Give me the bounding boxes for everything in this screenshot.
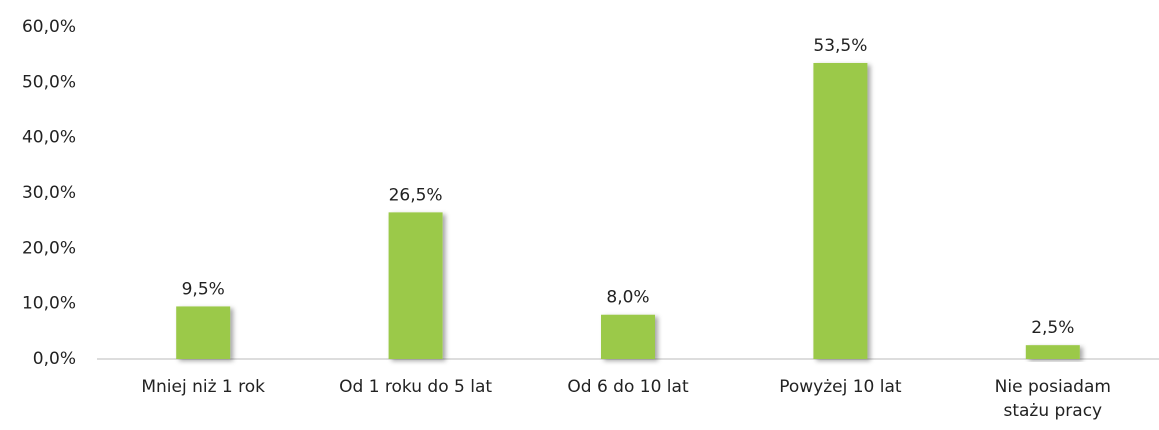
value-label: 26,5% bbox=[389, 185, 443, 205]
bar bbox=[813, 62, 868, 359]
bar bbox=[1025, 345, 1080, 359]
bar bbox=[176, 306, 231, 359]
y-tick-label: 0,0% bbox=[33, 349, 76, 369]
y-tick-label: 40,0% bbox=[22, 128, 76, 148]
bar bbox=[388, 212, 443, 359]
bar bbox=[601, 314, 655, 359]
y-tick-label: 10,0% bbox=[22, 294, 76, 314]
y-tick-label: 60,0% bbox=[22, 17, 76, 37]
x-tick-label: Nie posiadam stażu pracy bbox=[995, 377, 1111, 421]
y-tick-label: 50,0% bbox=[22, 72, 76, 92]
value-label: 2,5% bbox=[1031, 318, 1074, 338]
y-tick-label: 20,0% bbox=[22, 238, 76, 258]
value-label: 8,0% bbox=[606, 288, 649, 308]
value-label: 53,5% bbox=[813, 36, 867, 56]
x-tick-label: Od 6 do 10 lat bbox=[567, 377, 689, 397]
x-tick-label: Mniej niż 1 rok bbox=[141, 377, 265, 397]
y-tick-label: 30,0% bbox=[22, 183, 76, 203]
x-tick-label: Od 1 roku do 5 lat bbox=[339, 377, 492, 397]
x-tick-label: Powyżej 10 lat bbox=[779, 377, 902, 397]
value-label: 9,5% bbox=[182, 279, 225, 299]
